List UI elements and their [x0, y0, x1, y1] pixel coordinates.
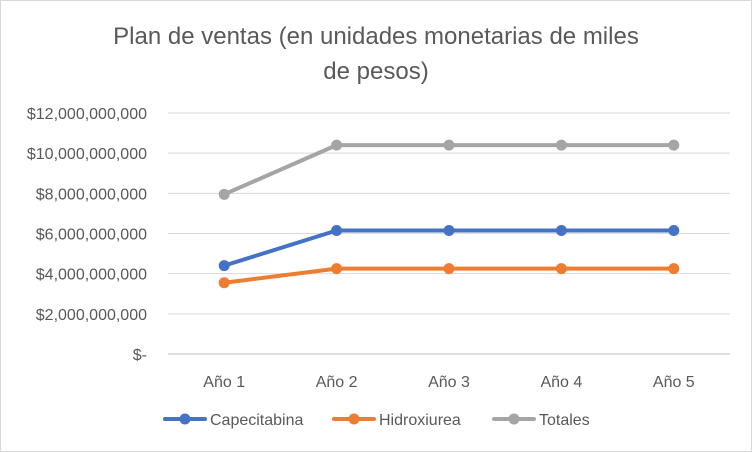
y-tick-label: $-: [133, 347, 147, 364]
series-hidroxiurea: [218, 263, 680, 289]
y-tick-label: $10,000,000,000: [27, 146, 147, 163]
legend-label: Capecitabina: [210, 412, 304, 429]
y-tick-label: $8,000,000,000: [36, 186, 147, 203]
series-lines: [218, 139, 680, 289]
x-tick-label: Año 4: [540, 374, 582, 391]
x-tick-label: Año 5: [653, 374, 695, 391]
legend-label: Totales: [539, 412, 590, 429]
data-point: [555, 139, 567, 151]
x-tick-label: Año 1: [203, 374, 245, 391]
legend-item: Hidroxiurea: [332, 412, 461, 429]
legend-item: Capecitabina: [163, 412, 304, 429]
data-point: [331, 263, 343, 275]
chart-title-line-2: de pesos): [323, 58, 428, 85]
data-point: [668, 139, 680, 151]
x-tick-label: Año 2: [316, 374, 358, 391]
y-tick-label: $12,000,000,000: [27, 106, 147, 123]
data-point: [331, 224, 343, 236]
legend: Capecitabina Hidroxiurea Totales: [163, 412, 590, 429]
data-point: [555, 263, 567, 275]
data-point: [218, 260, 230, 272]
chart-title-line-1: Plan de ventas (en unidades monetarias d…: [113, 23, 639, 50]
series-capecitabina: [218, 224, 680, 272]
legend-label: Hidroxiurea: [379, 412, 461, 429]
data-point: [331, 139, 343, 151]
legend-swatch-marker: [508, 413, 520, 425]
data-point: [443, 139, 455, 151]
series-totales: [218, 139, 680, 200]
y-tick-label: $6,000,000,000: [36, 227, 147, 244]
gridlines: [168, 112, 730, 355]
data-point: [668, 224, 680, 236]
data-point: [443, 224, 455, 236]
y-tick-label: $4,000,000,000: [36, 267, 147, 284]
series-line: [222, 143, 676, 197]
data-point: [443, 263, 455, 275]
x-tick-label: Año 3: [428, 374, 470, 391]
data-point: [668, 263, 680, 275]
y-axis-tick-labels: $- $2,000,000,000 $4,000,000,000 $6,000,000…: [27, 106, 147, 364]
y-tick-label: $2,000,000,000: [36, 307, 147, 324]
data-point: [218, 188, 230, 200]
data-point: [218, 277, 230, 289]
data-point: [555, 224, 567, 236]
legend-swatch-marker: [348, 413, 360, 425]
legend-swatch-marker: [179, 413, 191, 425]
x-axis-tick-labels: Año 1 Año 2 Año 3 Año 4 Año 5: [203, 374, 695, 391]
legend-item: Totales: [492, 412, 590, 429]
